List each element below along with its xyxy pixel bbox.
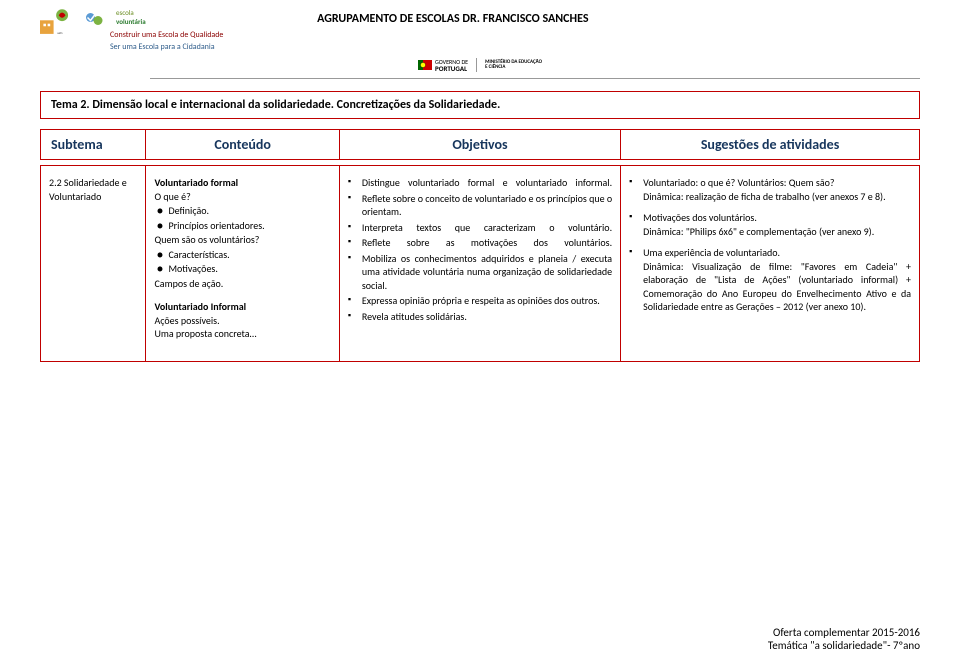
- obj-item: Mobiliza os conhecimentos adquiridos e p…: [358, 252, 612, 293]
- obj-text: Distingue voluntariado formal e voluntar…: [362, 176, 612, 189]
- cell-subtema: 2.2 Solidariedade e Voluntariado: [41, 166, 146, 362]
- footer-line1: Oferta complementar 2015-2016: [768, 626, 920, 639]
- th-subtema: Subtema: [41, 130, 146, 160]
- th-objetivos: Objetivos: [339, 130, 620, 160]
- curriculum-table: Subtema Conteúdo Objetivos Sugestões de …: [40, 129, 920, 362]
- theme-box: Tema 2. Dimensão local e internacional d…: [40, 91, 920, 119]
- cont-item: Princípios orientadores.: [168, 219, 330, 233]
- sug-item: Uma experiência de voluntariado. Dinâmic…: [639, 246, 911, 314]
- obj-text: Interpreta textos que caracterizam o vol…: [362, 221, 612, 234]
- cont-b1-q: O que é?: [154, 190, 330, 204]
- cont-b2-title: Voluntariado Informal: [154, 300, 330, 314]
- school-logo-icon: aefs: [40, 8, 74, 36]
- cell-objetivos: Distingue voluntariado formal e voluntar…: [339, 166, 620, 362]
- svg-text:aefs: aefs: [57, 31, 63, 35]
- sug-item: Voluntariado: o que é? Voluntários: Quem…: [639, 176, 911, 203]
- content-area: Tema 2. Dimensão local e internacional d…: [0, 79, 960, 362]
- gov-portugal-logo: GOVERNO DE PORTUGAL: [418, 59, 468, 72]
- min-line2: E CIÊNCIA: [485, 65, 542, 70]
- table-row: 2.2 Solidariedade e Voluntariado Volunta…: [41, 166, 920, 362]
- footer-line2: Temática "a solidariedade"- 7ºano: [768, 639, 920, 652]
- obj-item: Revela atitudes solidárias.: [358, 310, 612, 324]
- cont-b1-line: Campos de ação.: [154, 277, 330, 291]
- table-header-row: Subtema Conteúdo Objetivos Sugestões de …: [41, 130, 920, 160]
- objetivos-list: Distingue voluntariado formal e voluntar…: [348, 176, 612, 323]
- cont-item: Motivações.: [168, 262, 330, 276]
- obj-item: Distingue voluntariado formal e voluntar…: [358, 176, 612, 190]
- cell-conteudo: Voluntariado formal O que é? Definição. …: [146, 166, 339, 362]
- cont-b2-l2: Uma proposta concreta…: [154, 327, 330, 341]
- gov-logos: GOVERNO DE PORTUGAL MINISTÉRIO DA EDUCAÇ…: [418, 58, 542, 72]
- volunteer-logo-icon: [80, 8, 110, 36]
- obj-item: Interpreta textos que caracterizam o vol…: [358, 221, 612, 235]
- page-footer: Oferta complementar 2015-2016 Temática "…: [768, 626, 920, 652]
- logo-label-1: escola: [116, 8, 146, 17]
- obj-item: Expressa opinião própria e respeita as o…: [358, 294, 612, 308]
- cell-sugestoes: Voluntariado: o que é? Voluntários: Quem…: [621, 166, 920, 362]
- obj-item: Reflete sobre o conceito de voluntariado…: [358, 192, 612, 219]
- cont-item: Definição.: [168, 204, 330, 218]
- obj-text: Reflete sobre as motivações dos voluntár…: [362, 236, 612, 249]
- obj-item: Reflete sobre as motivações dos voluntár…: [358, 236, 612, 250]
- page-header: aefs escola voluntária AGRUPAMENTO DE ES…: [0, 0, 960, 76]
- th-conteudo: Conteúdo: [146, 130, 339, 160]
- sug-item: Motivações dos voluntários. Dinâmica: "P…: [639, 211, 911, 238]
- sugestoes-list: Voluntariado: o que é? Voluntários: Quem…: [629, 176, 911, 314]
- flag-icon: [418, 60, 432, 70]
- logo-label: escola voluntária: [116, 8, 146, 26]
- school-title: AGRUPAMENTO DE ESCOLAS DR. FRANCISCO SAN…: [146, 8, 760, 26]
- th-sugestoes: Sugestões de atividades: [621, 130, 920, 160]
- logo-label-2: voluntária: [116, 17, 146, 26]
- cont-item: Características.: [168, 248, 330, 262]
- cont-b2-l1: Ações possíveis.: [154, 314, 330, 328]
- ministry-logo: MINISTÉRIO DA EDUCAÇÃO E CIÊNCIA: [485, 60, 542, 70]
- gov-line2: PORTUGAL: [435, 65, 468, 72]
- cont-b1-q2: Quem são os voluntários?: [154, 233, 330, 247]
- cont-b1-title: Voluntariado formal: [154, 176, 330, 190]
- theme-label: Tema 2. Dimensão local e internacional d…: [51, 98, 500, 112]
